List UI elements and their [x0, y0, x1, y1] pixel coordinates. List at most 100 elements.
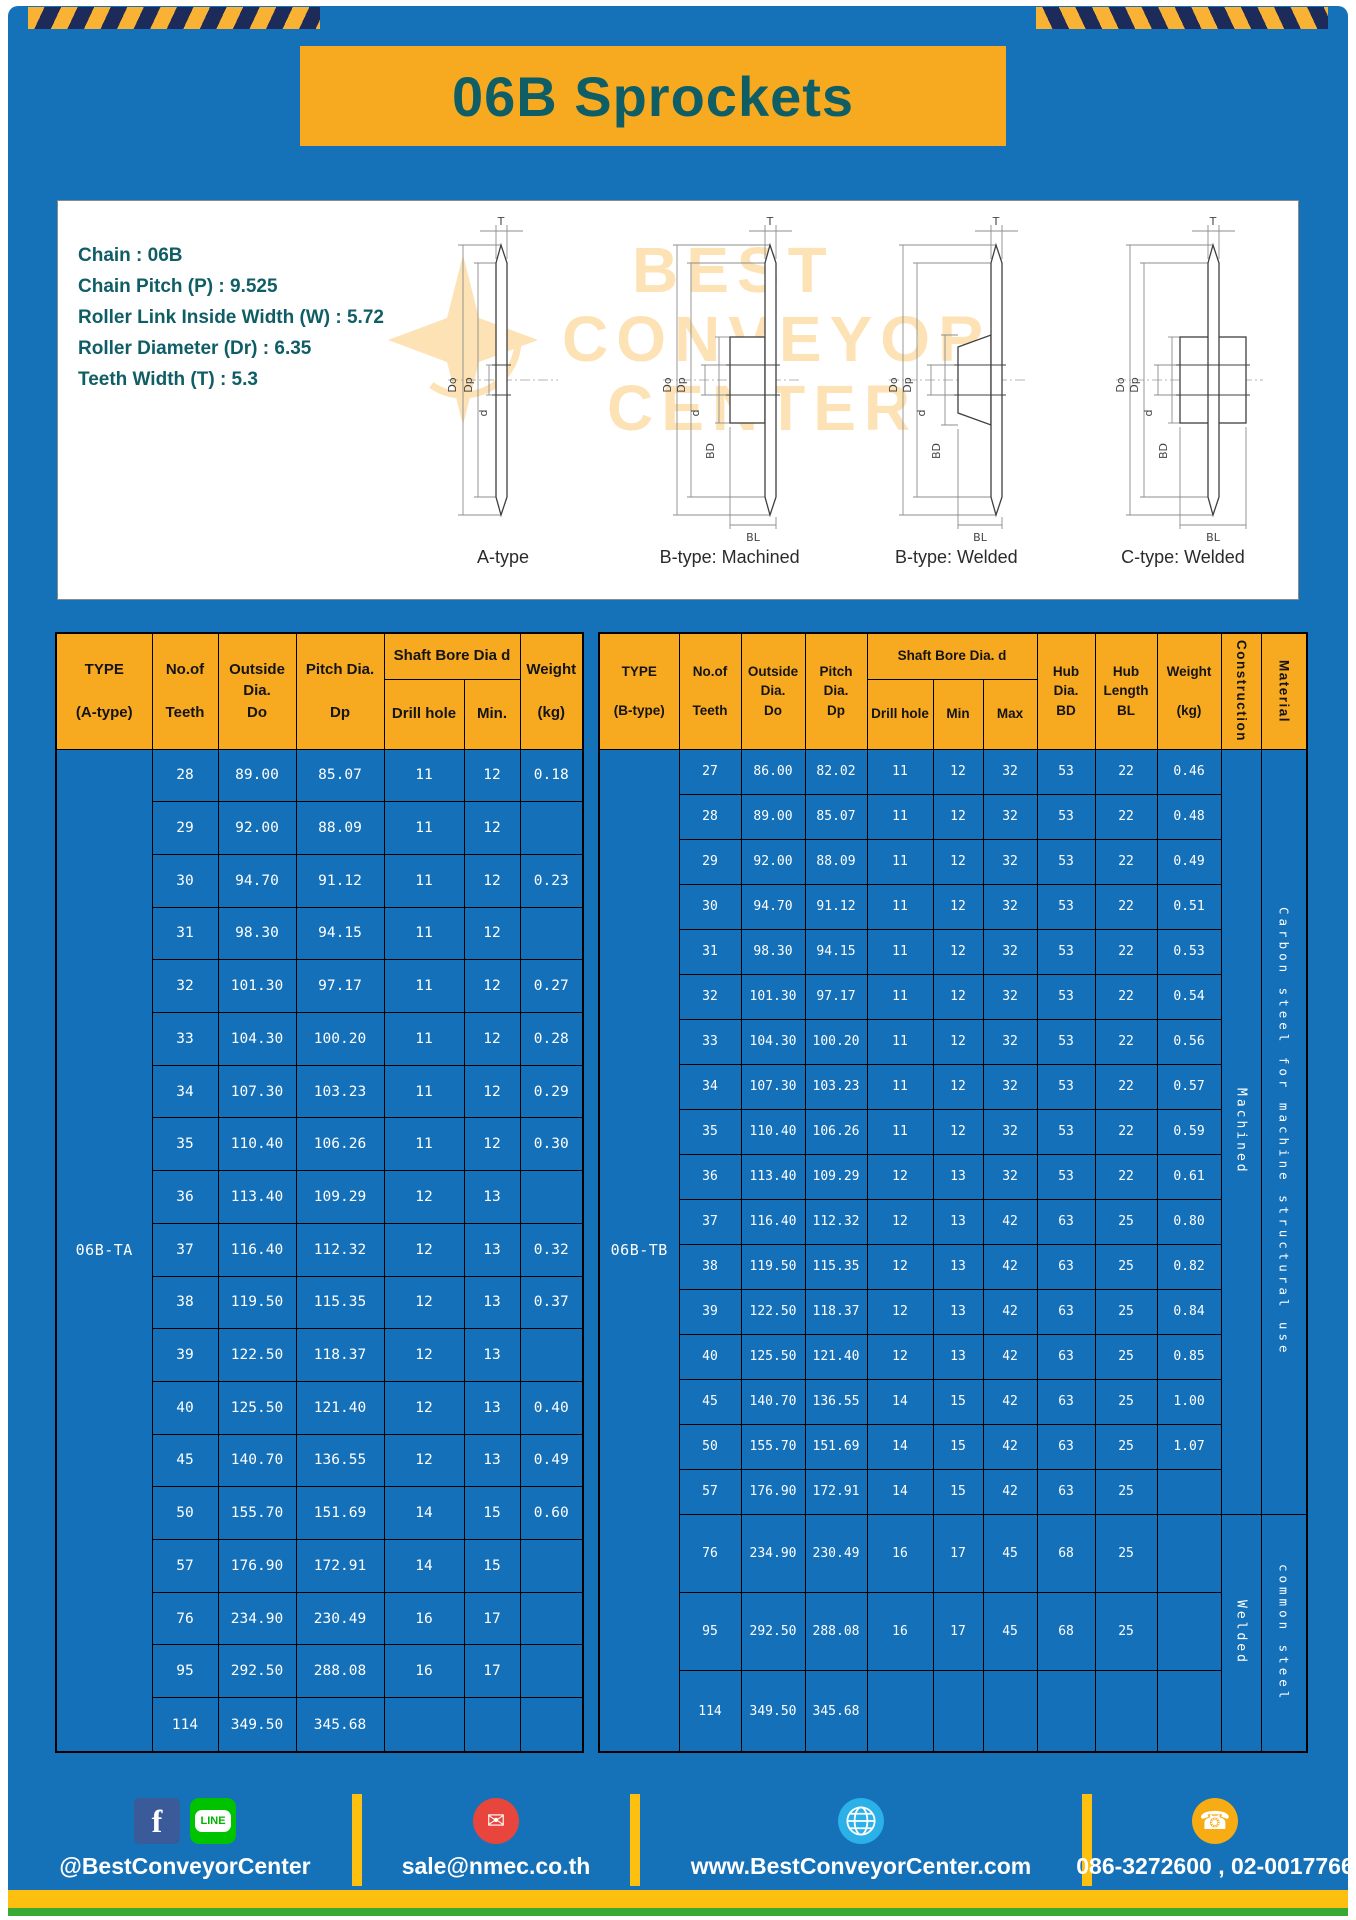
dim-t: T: [1209, 215, 1217, 228]
data-cell: 25: [1094, 1198, 1158, 1245]
figure-c-type-welded: Do Dp d BD: [1083, 215, 1283, 593]
data-cell: 36: [678, 1153, 742, 1200]
data-cell: [932, 1670, 984, 1753]
data-cell: 94.15: [804, 928, 868, 975]
footer-email: ✉ sale@nmec.co.th: [362, 1794, 630, 1886]
data-cell: 22: [1094, 748, 1158, 795]
data-cell: 13: [463, 1275, 521, 1330]
data-cell: 0.80: [1156, 1198, 1222, 1245]
data-cell: 155.70: [740, 1423, 806, 1470]
table-row: 33 104.30 100.20 11 12 32 53 22 0.56: [599, 1018, 1307, 1065]
table-row: 39 122.50 118.37 12 13 42 63 25 0.84: [599, 1288, 1307, 1335]
data-cell: 0.48: [1156, 793, 1222, 840]
data-cell: 112.32: [295, 1222, 385, 1277]
data-cell: 11: [383, 853, 465, 908]
data-cell: 125.50: [217, 1380, 297, 1435]
line-label: LINE: [195, 1810, 231, 1832]
data-cell: 29: [151, 801, 219, 855]
data-cell: 12: [932, 928, 984, 975]
data-cell: 116.40: [740, 1198, 806, 1245]
data-cell: 12: [932, 838, 984, 885]
data-cell: 63: [1036, 1333, 1096, 1380]
table-row: 114 349.50 345.68: [56, 1697, 584, 1753]
data-cell: 288.08: [804, 1592, 868, 1672]
data-cell: 118.37: [295, 1328, 385, 1382]
data-cell: 121.40: [295, 1380, 385, 1435]
data-cell: 140.70: [217, 1433, 297, 1488]
data-cell: 11: [866, 883, 934, 930]
data-cell: 53: [1036, 1153, 1096, 1200]
data-cell: 172.91: [804, 1468, 868, 1515]
spec-line-roller-dia: Roller Diameter (Dr) : 6.35: [78, 338, 312, 359]
data-cell: 104.30: [740, 1018, 806, 1065]
data-cell: [383, 1697, 465, 1753]
data-cell: 63: [1036, 1198, 1096, 1245]
data-cell: 12: [932, 973, 984, 1020]
data-cell: 42: [982, 1378, 1038, 1425]
data-cell: 42: [982, 1198, 1038, 1245]
data-cell: 0.27: [519, 959, 584, 1014]
data-cell: 12: [932, 1018, 984, 1065]
data-cell: 50: [678, 1423, 742, 1470]
globe-icon: [838, 1798, 884, 1844]
data-cell: 22: [1094, 883, 1158, 930]
figure-b-type-machined: Do Dp d BD: [630, 215, 830, 593]
data-cell: 1.07: [1156, 1423, 1222, 1470]
table-a-type: TYPE (A-type) No.of Teeth Outside Dia. D…: [55, 632, 584, 1753]
data-cell: 172.91: [295, 1539, 385, 1593]
data-cell: 109.29: [295, 1170, 385, 1224]
data-cell: 12: [866, 1153, 934, 1200]
data-cell: [519, 1591, 584, 1646]
data-cell: 112.32: [804, 1198, 868, 1245]
data-cell: 345.68: [804, 1670, 868, 1753]
data-cell: 85.07: [804, 793, 868, 840]
data-cell: 13: [463, 1222, 521, 1277]
data-cell: 91.12: [295, 853, 385, 908]
data-cell: 37: [151, 1222, 219, 1277]
data-cell: 57: [151, 1539, 219, 1593]
data-cell: 12: [932, 748, 984, 795]
table-row: 38 119.50 115.35 12 13 42 63 25 0.82: [599, 1243, 1307, 1290]
data-cell: 11: [383, 748, 465, 803]
data-cell: 50: [151, 1486, 219, 1541]
data-cell: 17: [463, 1644, 521, 1699]
data-cell: 13: [932, 1333, 984, 1380]
dim-d: d: [915, 410, 928, 417]
table-row: 34 107.30 103.23 11 12 32 53 22 0.57: [599, 1063, 1307, 1110]
data-cell: 155.70: [217, 1486, 297, 1541]
data-cell: 13: [932, 1288, 984, 1335]
footer-phone-icons: ☎: [1192, 1796, 1238, 1846]
header-teeth: No.of Teeth: [678, 632, 742, 750]
data-cell: 32: [982, 838, 1038, 885]
data-cell: 136.55: [804, 1378, 868, 1425]
table-row: 32 101.30 97.17 11 12 0.27: [56, 959, 584, 1014]
data-cell: 88.09: [295, 801, 385, 855]
header-shaft-bore: Shaft Bore Dia. d: [866, 632, 1038, 680]
data-cell: 11: [383, 1064, 465, 1119]
footer-website-url: www.BestConveyorCenter.com: [690, 1853, 1032, 1879]
data-cell: 25: [1094, 1333, 1158, 1380]
data-cell: 42: [982, 1288, 1038, 1335]
data-cell: 31: [678, 928, 742, 975]
data-cell: 12: [383, 1222, 465, 1277]
data-cell: 94.70: [217, 853, 297, 908]
data-cell: [1094, 1670, 1158, 1753]
data-cell: 12: [463, 959, 521, 1014]
data-cell: 15: [932, 1423, 984, 1470]
facebook-glyph: f: [151, 1802, 163, 1839]
data-cell: 45: [151, 1433, 219, 1488]
bottom-yellow-bar: [8, 1890, 1348, 1908]
data-cell: 12: [932, 1108, 984, 1155]
table-row: 39 122.50 118.37 12 13: [56, 1328, 584, 1382]
hazard-stripe-right: [1036, 7, 1328, 29]
data-cell: 45: [678, 1378, 742, 1425]
data-cell: 11: [866, 748, 934, 795]
data-cell: 15: [932, 1378, 984, 1425]
data-cell: 14: [383, 1486, 465, 1541]
data-cell: 12: [463, 748, 521, 803]
header-min: Min.: [463, 678, 521, 750]
data-cell: 14: [866, 1468, 934, 1515]
data-cell: 53: [1036, 793, 1096, 840]
data-cell: 121.40: [804, 1333, 868, 1380]
data-cell: 53: [1036, 973, 1096, 1020]
